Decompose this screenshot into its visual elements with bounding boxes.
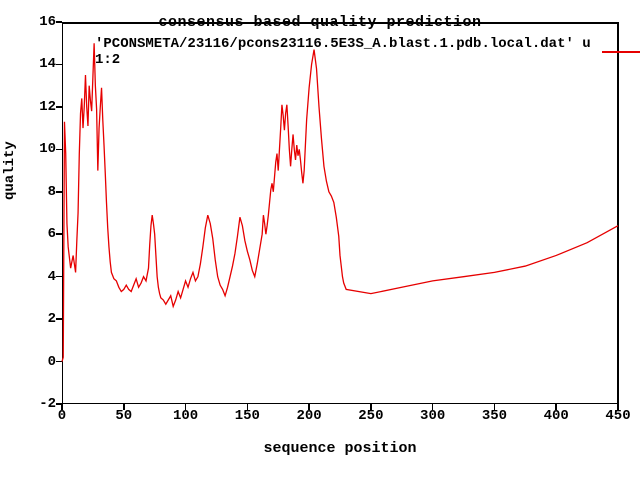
x-tick-mark-100 <box>185 404 187 410</box>
y-tick-label-6: 6 <box>20 226 56 242</box>
x-tick-mark-300 <box>432 404 434 410</box>
y-tick-label-2: 2 <box>20 311 56 327</box>
x-tick-mark-0 <box>61 404 63 410</box>
x-tick-mark-400 <box>555 404 557 410</box>
quality-prediction-line[interactable] <box>62 43 618 361</box>
x-tick-label-450: 450 <box>600 408 636 424</box>
x-tick-label-350: 350 <box>476 408 512 424</box>
data-curve-svg <box>62 22 618 404</box>
x-tick-label-400: 400 <box>538 408 574 424</box>
y-tick-label-16: 16 <box>20 14 56 30</box>
x-tick-mark-250 <box>370 404 372 410</box>
x-tick-label-250: 250 <box>353 408 389 424</box>
x-tick-mark-50 <box>123 404 125 410</box>
y-tick-label-12: 12 <box>20 99 56 115</box>
x-tick-mark-200 <box>308 404 310 410</box>
x-axis-label: sequence position <box>62 440 618 457</box>
y-tick-label-4: 4 <box>20 269 56 285</box>
x-tick-label-0: 0 <box>44 408 80 424</box>
x-tick-label-50: 50 <box>106 408 142 424</box>
x-tick-mark-150 <box>247 404 249 410</box>
x-tick-mark-450 <box>617 404 619 410</box>
y-tick-label-10: 10 <box>20 141 56 157</box>
x-tick-mark-350 <box>494 404 496 410</box>
chart-container: consensus based quality prediction quali… <box>0 0 640 480</box>
x-tick-label-150: 150 <box>229 408 265 424</box>
y-axis-label: quality <box>2 100 18 200</box>
y-tick-label-8: 8 <box>20 184 56 200</box>
y-tick-label-0: 0 <box>20 354 56 370</box>
x-tick-label-200: 200 <box>291 408 327 424</box>
x-tick-label-100: 100 <box>168 408 204 424</box>
y-tick-label-14: 14 <box>20 56 56 72</box>
x-tick-label-300: 300 <box>415 408 451 424</box>
